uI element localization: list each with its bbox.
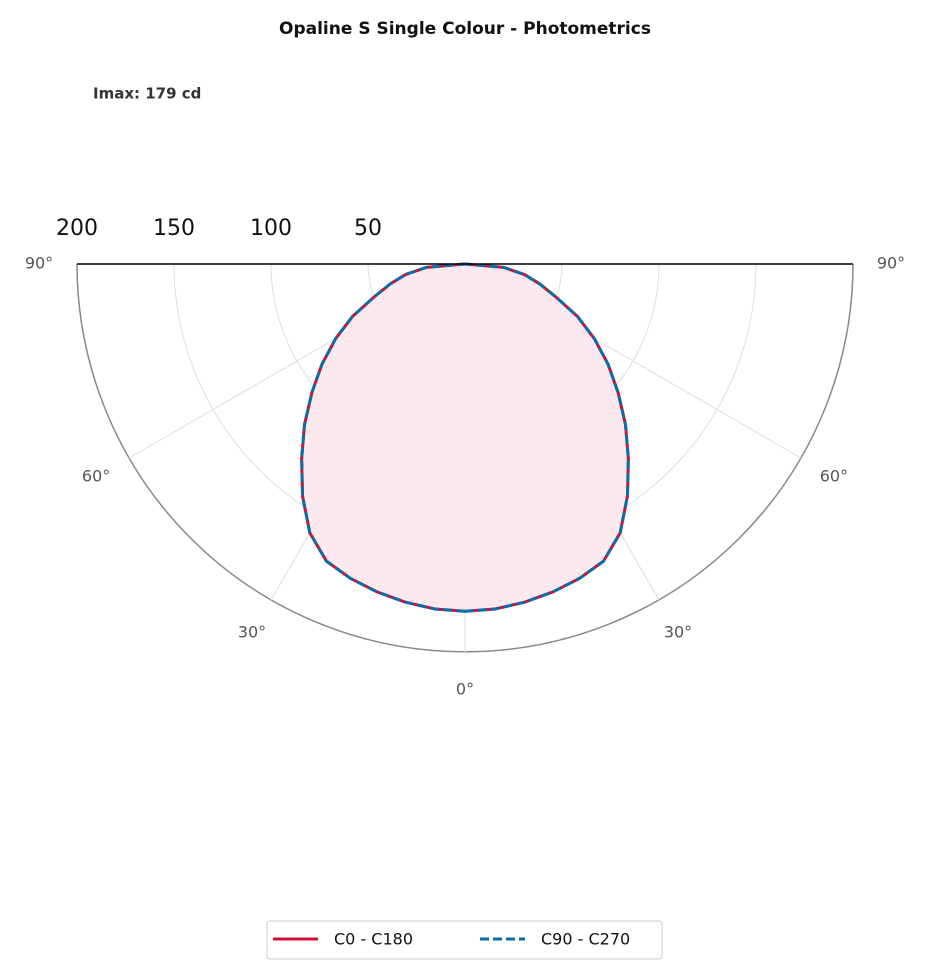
r-tick-label: 200 [56, 216, 98, 241]
theta-tick-label: 90° [877, 254, 905, 273]
plot [300, 262, 630, 613]
legend-box [266, 920, 663, 960]
r-tick-label: 150 [153, 216, 195, 241]
theta-tick-label: 60° [82, 467, 110, 486]
labels: 50 100 150 200 0° 30° 30° 60° 60° 90° 90° [25, 216, 905, 699]
theta-tick-label: 30° [238, 622, 266, 641]
legend-label: C90 - C270 [541, 930, 630, 949]
theta-tick-label: 30° [664, 622, 692, 641]
theta-tick-label: 60° [820, 467, 848, 486]
series-line [464, 262, 630, 613]
chart-title: Opaline S Single Colour - Photometrics [279, 19, 651, 39]
legend-label: C0 - C180 [334, 930, 413, 949]
annotation: Imax: 179 cd [93, 85, 201, 103]
series-line [300, 262, 466, 613]
theta-tick-label: 90° [25, 254, 53, 273]
area-fill [301, 264, 629, 612]
theta-tick-label: 0° [456, 680, 474, 699]
legend: C0 - C180 C90 - C270 [266, 920, 663, 960]
r-tick-label: 50 [354, 216, 382, 241]
r-tick-label: 100 [250, 216, 292, 241]
